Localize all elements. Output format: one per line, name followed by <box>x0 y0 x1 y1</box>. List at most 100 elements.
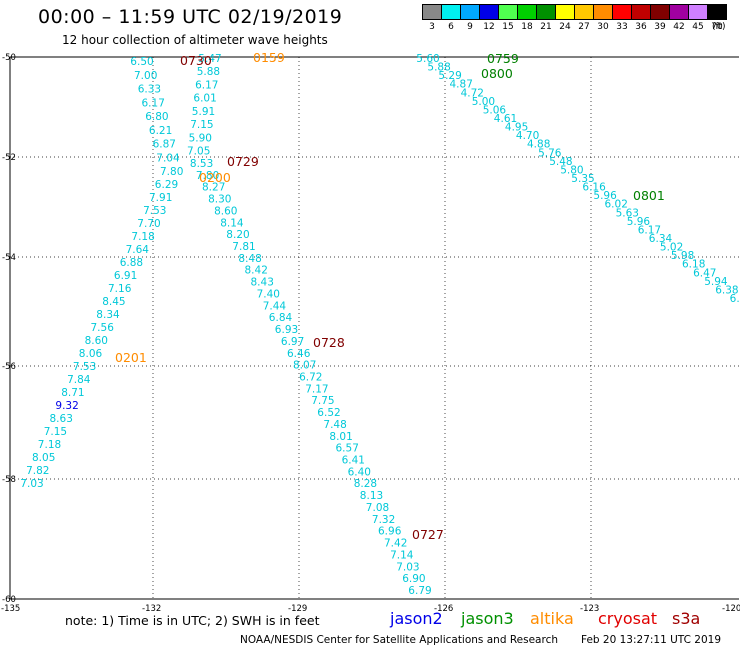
wave-height-value: 8.45 <box>102 296 125 308</box>
wave-height-value: 7.00 <box>134 70 157 82</box>
legend-label: 6 <box>448 22 454 32</box>
altimeter-track: 5.475.886.17 6.015.917.155.90 7.058.537.80… <box>187 53 432 597</box>
map-title: 00:00 – 11:59 UTC 02/19/2019 <box>38 6 343 28</box>
footnote: note: 1) Time is in UTC; 2) SWH is in fe… <box>65 613 320 628</box>
wave-height-value: 6.90 <box>402 573 425 585</box>
wave-height-value: 6.01 <box>193 93 216 105</box>
wave-height-value: 5.06 <box>483 104 507 116</box>
altimeter-tracks: 6.507.006.336.176.806.216.877.047.806.29… <box>20 53 740 597</box>
wave-height-value: 8.60 <box>214 205 237 217</box>
wave-height-value: 6.41 <box>342 455 365 467</box>
wave-height-value: 8.14 <box>220 217 244 229</box>
wave-height-value: 6.16 <box>582 182 606 194</box>
legend-label: 9 <box>467 22 473 32</box>
wave-height-value: 6.29 <box>155 179 178 191</box>
wave-height-value: 8.13 <box>360 490 383 502</box>
wave-height-value: 5.88 <box>197 66 220 78</box>
pass-time-label: 0201 <box>115 350 147 365</box>
wave-height-value: 7.53 <box>73 361 96 373</box>
wave-height-value: 7.05 <box>187 146 210 158</box>
wave-height-value: 6.91 <box>114 270 137 282</box>
wave-height-value: 8.06 <box>79 348 103 360</box>
wave-height-value: 7.03 <box>396 561 419 573</box>
wave-height-value: 7.53 <box>143 205 166 217</box>
legend-label: 33 <box>616 22 628 32</box>
wave-height-value: 7.08 <box>366 502 389 514</box>
latitude-label: -52 <box>2 153 16 163</box>
wave-height-value: 6.50 <box>130 56 153 68</box>
legend-label: 36 <box>635 22 647 32</box>
wave-height-value: 5.98 <box>671 250 694 262</box>
wave-height-value: 8.20 <box>226 229 249 241</box>
wave-height-value: 5.60 <box>416 53 439 65</box>
map-subtitle: 12 hour collection of altimeter wave hei… <box>62 33 328 47</box>
wave-height-value: 8.71 <box>61 387 84 399</box>
wave-height-value: 4.70 <box>516 130 539 142</box>
wave-height-value: 6.38 <box>715 284 738 296</box>
wave-height-value: 4.88 <box>527 139 550 151</box>
wave-height-value: 7.81 <box>232 241 255 253</box>
satellite-jason2: jason2 <box>390 609 443 628</box>
wave-height-value: 5.88 <box>427 62 450 74</box>
wave-height-value: 8.28 <box>354 478 377 490</box>
wave-height-value: 8.48 <box>238 253 261 265</box>
wave-height-value: 6.93 <box>275 324 298 336</box>
wave-height-value: 5.48 <box>549 156 572 168</box>
latitude-label: -50 <box>2 53 16 63</box>
legend-label: 21 <box>540 22 552 32</box>
pass-time-label: 0801 <box>633 188 665 203</box>
wave-height-value: 5.80 <box>560 164 583 176</box>
wave-height-value: 8.63 <box>50 413 73 425</box>
wave-height-value: 5.29 <box>438 70 461 82</box>
wave-height-value: 6.17 <box>142 97 165 109</box>
wave-height-value: 8.27 <box>202 182 225 194</box>
wave-height-value: 8.34 <box>96 309 120 321</box>
latitude-label: -54 <box>2 253 16 263</box>
wave-height-value: 7.48 <box>323 419 346 431</box>
wave-height-value: 7.40 <box>257 289 280 301</box>
footer-timestamp: Feb 20 13:27:11 UTC 2019 <box>581 634 721 646</box>
pass-time-label: 0200 <box>199 170 231 185</box>
wave-height-value: 7.42 <box>384 538 407 550</box>
wave-height-value: 6.87 <box>153 139 176 151</box>
wave-height-value: 7.15 <box>44 426 67 438</box>
wave-height-value: 8.42 <box>245 265 268 277</box>
wave-height-value: 6.47 <box>693 267 716 279</box>
pass-time-label: 0728 <box>313 335 345 350</box>
wave-height-value: 5.63 <box>616 207 639 219</box>
axis-labels: -50 -52 -54 -56 -58 -60-135 -132 -129 -126 -123 -1… <box>1 53 740 614</box>
wave-height-value: 5.47 <box>198 53 221 65</box>
footer-credit: NOAA/NESDIS Center for Satellite Applica… <box>240 634 558 646</box>
legend-label: 70 <box>711 22 723 32</box>
wave-height-value: 7.91 <box>149 192 172 204</box>
wave-height-value: 5.91 <box>192 106 215 118</box>
wave-height-value: 7.56 <box>91 322 115 334</box>
wave-height-value: 4.61 <box>494 113 517 125</box>
legend-label: 15 <box>502 22 514 32</box>
wave-height-value: 6.84 <box>269 312 293 324</box>
wave-height-value: 7.03 <box>20 478 43 490</box>
wave-height-value: 6.17 <box>195 79 218 91</box>
legend-label: 30 <box>597 22 609 32</box>
longitude-label: -126 <box>434 604 453 614</box>
wave-height-value: 5.00 <box>472 96 495 108</box>
satellite-altika: altika <box>530 609 574 628</box>
wave-height-value: 7.18 <box>38 439 61 451</box>
wave-height-value: 6.80 <box>145 111 168 123</box>
wave-height-value: 8.05 <box>32 452 55 464</box>
wave-height-value: 5.02 <box>660 242 683 254</box>
latitude-label: -58 <box>2 475 16 485</box>
wave-height-value: 6.57 <box>336 443 359 455</box>
lat-lon-grid <box>10 57 739 599</box>
wave-height-value: 5.96 <box>627 216 651 228</box>
legend-label: 18 <box>521 22 533 32</box>
legend-label: 39 <box>654 22 666 32</box>
wave-height-value: 7.16 <box>108 283 132 295</box>
wave-height-value: 6.97 <box>281 336 304 348</box>
pass-time-label: 0727 <box>412 527 444 542</box>
wave-height-value: 7.44 <box>263 300 287 312</box>
latitude-label: -60 <box>2 595 16 605</box>
wave-height-value: 6.4 <box>730 293 740 305</box>
longitude-label: -129 <box>288 604 307 614</box>
wave-height-value: 7.14 <box>390 549 414 561</box>
